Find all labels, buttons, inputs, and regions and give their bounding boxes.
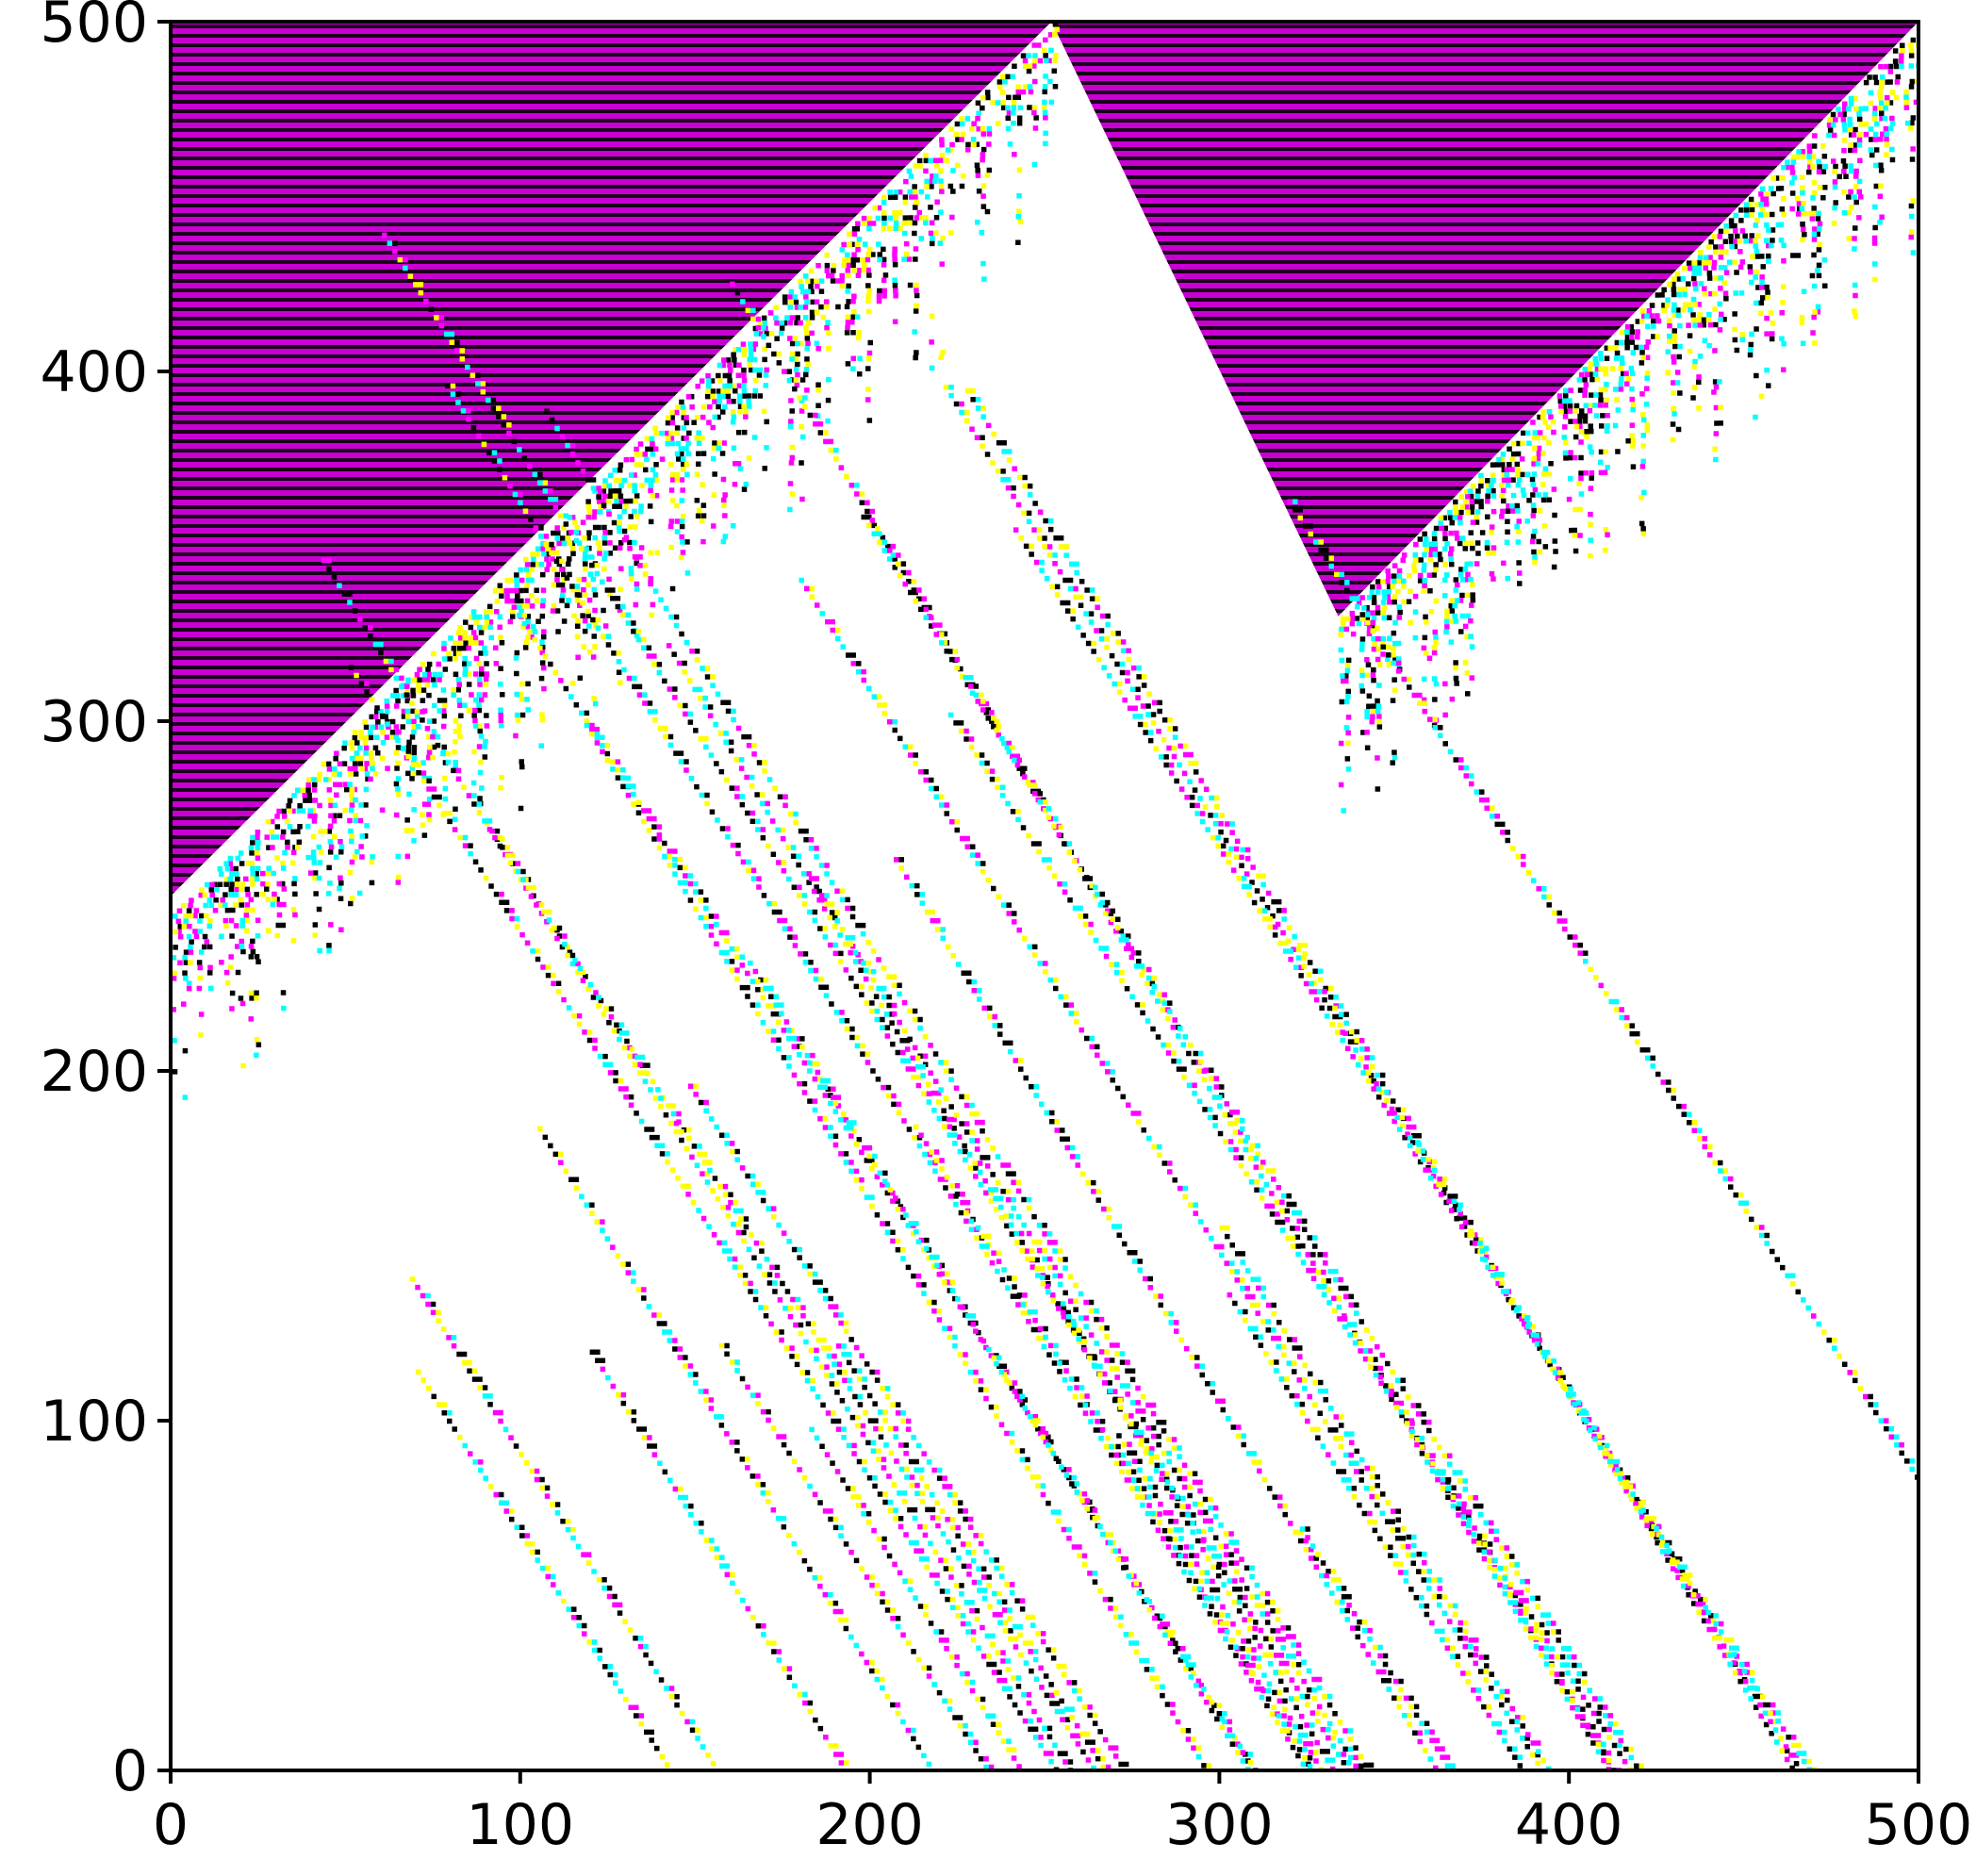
x-axis: 0 100 200 300 400 500 bbox=[153, 1770, 1972, 1858]
x-tick-label: 300 bbox=[1165, 1792, 1274, 1858]
striped-region-right bbox=[1051, 22, 1918, 617]
x-tick-label: 0 bbox=[153, 1792, 189, 1858]
y-tick-label: 0 bbox=[112, 1738, 148, 1804]
plot-frame bbox=[169, 20, 1920, 1772]
striped-region-left bbox=[171, 22, 1052, 897]
y-tick-label: 400 bbox=[40, 339, 148, 405]
striped-regions bbox=[171, 22, 1918, 897]
y-tick-label: 100 bbox=[40, 1389, 148, 1455]
plot-area bbox=[171, 22, 1918, 1770]
y-axis: 0 100 200 300 400 500 bbox=[40, 0, 171, 1804]
chaotic-front-1 bbox=[171, 22, 1060, 1100]
cell-pattern bbox=[171, 22, 1918, 1770]
y-tick-label: 200 bbox=[40, 1039, 148, 1105]
x-tick-label: 400 bbox=[1515, 1792, 1623, 1858]
y-tick-label: 300 bbox=[40, 689, 148, 755]
x-tick-label: 100 bbox=[467, 1792, 575, 1858]
x-tick-label: 200 bbox=[815, 1792, 924, 1858]
diagonal-streaks bbox=[321, 232, 1918, 1770]
y-tick-label: 500 bbox=[40, 0, 148, 56]
x-tick-label: 500 bbox=[1865, 1792, 1973, 1858]
